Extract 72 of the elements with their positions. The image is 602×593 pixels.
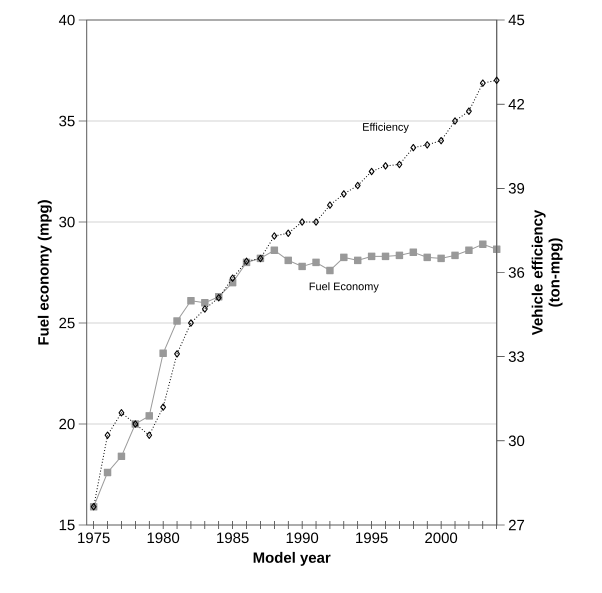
y2-axis-title: Vehicle efficiency (ton-mpg) bbox=[532, 210, 563, 336]
point bbox=[118, 409, 124, 417]
y2-tick-label: 30 bbox=[508, 436, 524, 446]
point bbox=[382, 162, 388, 170]
x-tick-label: 1990 bbox=[286, 532, 318, 544]
point bbox=[174, 350, 180, 358]
y2-tick-label: 39 bbox=[508, 183, 524, 194]
point bbox=[466, 107, 472, 115]
point bbox=[160, 403, 166, 411]
point bbox=[159, 350, 167, 358]
point bbox=[230, 274, 236, 282]
point bbox=[312, 258, 320, 266]
x-axis-title: Model year bbox=[254, 552, 330, 566]
point bbox=[173, 317, 181, 325]
y2-tick-label: 45 bbox=[508, 14, 524, 26]
point bbox=[104, 468, 112, 476]
point bbox=[118, 452, 126, 460]
point bbox=[188, 319, 194, 327]
point bbox=[201, 299, 209, 307]
y-tick-label: 20 bbox=[59, 418, 75, 430]
point bbox=[452, 117, 458, 125]
point bbox=[465, 246, 473, 254]
point bbox=[104, 431, 110, 439]
y2-tick-label: 36 bbox=[508, 267, 524, 278]
x-tick-label: 1995 bbox=[356, 532, 388, 544]
y-tick-label: 40 bbox=[58, 14, 75, 26]
point bbox=[354, 256, 362, 264]
point bbox=[410, 144, 416, 152]
y-tick-label: 15 bbox=[60, 520, 75, 530]
y2-tick-label: 27 bbox=[508, 520, 524, 530]
point bbox=[326, 266, 334, 274]
point bbox=[479, 240, 487, 248]
point bbox=[270, 246, 278, 254]
x-tick-label: 1980 bbox=[148, 532, 180, 544]
point bbox=[146, 431, 152, 439]
point bbox=[299, 218, 306, 226]
x-tick-label: 1985 bbox=[217, 532, 249, 544]
point bbox=[424, 141, 430, 149]
series-label: Fuel Economy bbox=[310, 282, 379, 292]
point bbox=[410, 248, 418, 256]
point bbox=[451, 252, 459, 260]
point bbox=[396, 160, 402, 168]
point bbox=[313, 218, 319, 226]
point bbox=[396, 252, 404, 260]
point bbox=[187, 297, 195, 305]
point bbox=[202, 305, 208, 313]
x-tick-label: 2000 bbox=[425, 532, 458, 544]
series-label: Efficiency bbox=[363, 122, 409, 133]
y-tick-label: 35 bbox=[59, 116, 75, 126]
y-tick-label: 25 bbox=[59, 318, 75, 328]
y2-tick-label: 33 bbox=[508, 351, 524, 362]
point bbox=[284, 256, 292, 264]
point bbox=[271, 232, 278, 240]
point bbox=[354, 182, 361, 190]
y2-tick-label: 42 bbox=[508, 98, 524, 110]
point bbox=[368, 168, 375, 176]
point bbox=[480, 79, 486, 87]
y-tick-label: 30 bbox=[59, 216, 75, 228]
point bbox=[423, 254, 431, 262]
point bbox=[438, 136, 444, 144]
point bbox=[326, 201, 333, 209]
point bbox=[494, 76, 500, 84]
point bbox=[340, 254, 348, 262]
point bbox=[382, 252, 390, 260]
point bbox=[298, 262, 306, 270]
point bbox=[285, 229, 292, 237]
point bbox=[437, 254, 445, 262]
point bbox=[146, 412, 153, 420]
point bbox=[368, 252, 376, 260]
point bbox=[340, 190, 347, 198]
x-tick-label: 1975 bbox=[78, 532, 110, 544]
y-axis-title: Fuel economy (mpg) bbox=[38, 200, 52, 345]
